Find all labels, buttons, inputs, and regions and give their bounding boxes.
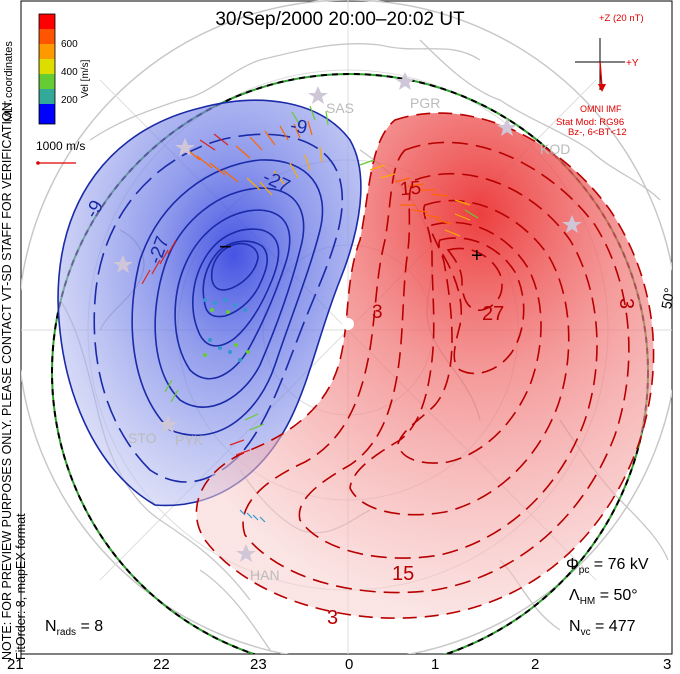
phi-subscript: pc [578, 565, 590, 577]
nrads-symbol: N [45, 618, 57, 635]
minimum-marker: − [219, 234, 232, 259]
nvc-symbol: N [569, 618, 581, 635]
mlt-tick: 2 [531, 656, 540, 673]
phi-value: = 76 kV [593, 556, 649, 573]
cross-polar-potential: Φpc = 76 kV [566, 556, 648, 576]
station-labels: SAS PGR KOD STO PYK HAN [128, 95, 570, 583]
negative-cell-fill [57, 99, 362, 507]
radar-icon [175, 138, 195, 156]
maximum-marker: + [471, 245, 483, 267]
imf-source-label: OMNI IMF [580, 104, 622, 114]
mlt-coordinates-label: MLT coordinates [3, 41, 15, 122]
preview-note-line: NOTE: FOR PREVIEW PURPOSES ONLY. PLEASE … [0, 98, 14, 660]
phi-symbol: Φ [566, 556, 579, 573]
vector-scale-label: 1000 m/s [36, 139, 85, 153]
radar-icon [562, 215, 582, 233]
radar-icon [113, 255, 133, 273]
fit-order-line: FitOrder: 8, mapEX format [14, 513, 28, 660]
station-kod: KOD [540, 141, 570, 157]
station-markers [113, 72, 582, 562]
velocity-colorbar [38, 13, 56, 125]
preview-note: NOTE: FOR PREVIEW PURPOSES ONLY. PLEASE … [0, 99, 28, 660]
nvc-subscript: vc [580, 627, 591, 639]
mlt-tick: 1 [431, 656, 440, 673]
plot-title: 30/Sep/2000 20:00–20:02 UT [215, 9, 465, 30]
radar-icon [158, 415, 178, 433]
nrads-subscript: rads [56, 627, 77, 639]
positive-contours [242, 141, 630, 594]
contour-label: -9 [289, 115, 309, 139]
pole-marker [342, 318, 354, 330]
contour-label: 15 [399, 178, 422, 201]
mlt-tick: 3 [663, 656, 672, 673]
contour-label: 15 [392, 563, 414, 585]
radar-icon [395, 72, 415, 90]
radar-icon [308, 86, 328, 104]
colorbar-tick: 400 [61, 67, 78, 78]
imf-dial [575, 38, 625, 92]
colorbar-tick: 200 [61, 95, 78, 106]
radar-icon [236, 544, 256, 562]
colorbar-unit-label: Vel [m/s] [80, 59, 91, 98]
imf-y-label: +Y [626, 58, 639, 69]
nrads-value: = 8 [80, 618, 104, 635]
colorbar-ticks: 600 400 200 [61, 39, 78, 106]
nvc-value: = 477 [595, 618, 636, 635]
station-sto: STO [128, 430, 157, 446]
stat-mod-label: Stat Mod: RG96 [556, 117, 624, 128]
vector-scale-dot [36, 161, 40, 165]
velocity-vectors [141, 105, 479, 523]
latitude-label: 50° [658, 287, 677, 311]
heppner-maynard-latitude: ΛHM = 50° [569, 587, 638, 607]
mlt-tick: 23 [250, 656, 267, 673]
imf-condition-label: Bz-, 6<BT<12 [568, 127, 627, 138]
contour-label: 3 [615, 298, 637, 309]
mlt-tick: 0 [345, 656, 354, 673]
radar-count: Nrads = 8 [45, 618, 103, 638]
colorbar-tick: 600 [61, 39, 78, 50]
lambda-symbol: Λ [569, 587, 580, 604]
lambda-subscript: HM [579, 596, 596, 608]
imf-z-label: +Z (20 nT) [599, 13, 644, 24]
lambda-value: = 50° [599, 587, 638, 604]
station-pyk: PYK [175, 432, 204, 448]
contour-label: 3 [372, 302, 383, 323]
mlt-tick: 22 [153, 656, 170, 673]
contour-label: 27 [482, 303, 504, 325]
contour-label: 3 [327, 607, 338, 629]
radar-icon [497, 118, 517, 136]
station-pgr: PGR [410, 95, 440, 111]
station-sas: SAS [326, 100, 354, 116]
station-han: HAN [250, 567, 280, 583]
vector-count: Nvc = 477 [569, 618, 636, 638]
mlt-tick: 21 [7, 656, 24, 673]
negative-contours [93, 133, 344, 483]
